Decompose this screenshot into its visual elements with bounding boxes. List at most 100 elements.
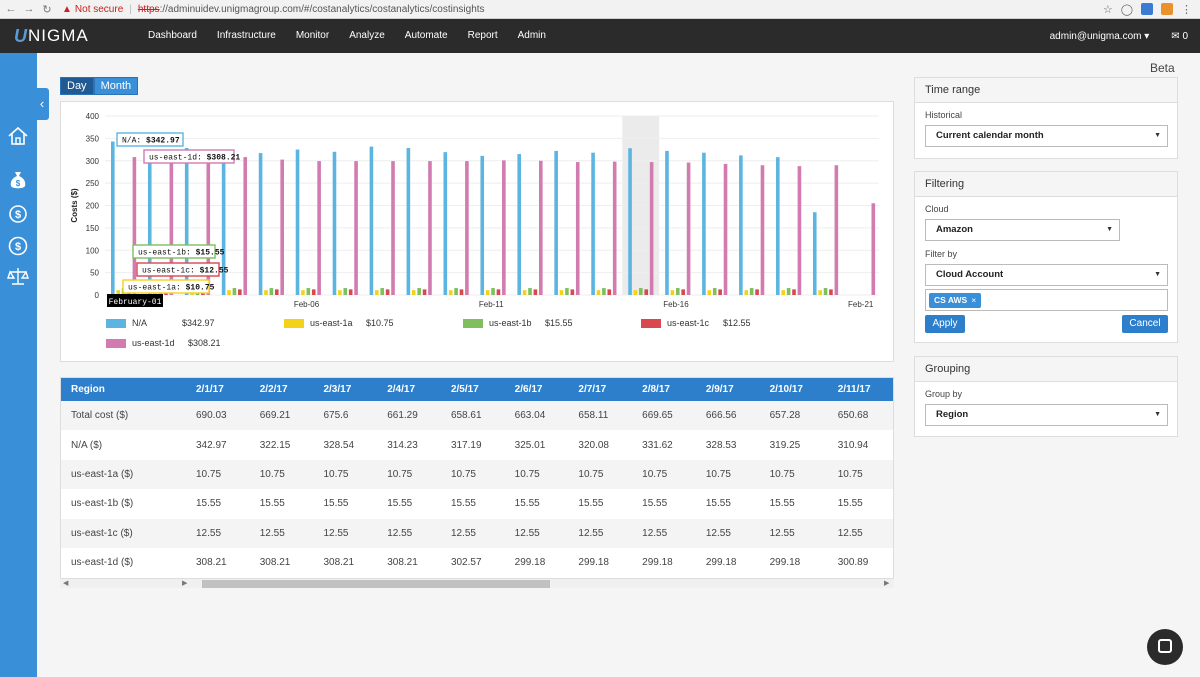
column-header[interactable]: 2/11/17 [827,378,893,401]
column-header[interactable]: 2/2/17 [249,378,314,401]
logo-text: NIGMA [28,26,89,45]
table-row[interactable]: us-east-1c ($) 12.55 12.55 12.55 12.55 12.55 1… [61,518,893,548]
table-row[interactable]: us-east-1b ($) 15.55 15.55 15.55 15.55 15.55 1… [61,489,893,518]
remove-tag-icon[interactable]: × [971,295,977,305]
scroll-right-icon[interactable]: ▶ [884,580,890,587]
table-cell: 10.75 [249,459,314,490]
filter-by-select[interactable]: Cloud Account ▼ [925,264,1168,286]
table-cell: 15.55 [323,498,349,510]
bar-us-east-1a [596,290,601,295]
bookmark-star-icon[interactable]: ☆ [1102,3,1113,16]
table-cell: 325.01 [514,439,546,451]
table-cell: 299.18 [642,557,673,569]
column-header[interactable]: 2/9/17 [695,378,760,401]
extension-icon[interactable] [1141,3,1153,15]
scroll-left-icon[interactable]: ◀ [63,580,69,587]
sidebar-collapse-toggle[interactable]: ‹ [35,88,49,120]
column-header[interactable]: Region [61,378,186,401]
mail-count: 0 [1182,30,1188,42]
reload-icon[interactable]: ↻ [42,3,52,16]
svg-text:$: $ [15,241,21,253]
bar-us-east-1a [559,290,564,295]
x-tick-label: Feb-21 [848,300,874,309]
table-cell: 10.75 [377,459,441,490]
table-row[interactable]: N/A ($) 342.97 322.15 328.54 314.23 317.19 325… [61,430,893,459]
table-row[interactable]: Total cost ($) 690.03 669.21 675.6 661.29 658… [61,401,893,431]
account-tag: CS AWS × [929,293,982,308]
month-button[interactable]: Month [93,77,139,95]
menu-analyze[interactable]: Analyze [349,30,385,41]
account-tag-input[interactable]: CS AWS × [925,289,1168,311]
svg-text:$: $ [15,209,21,221]
legend-item-us-east-1a[interactable]: us-east-1a $10.75 [284,318,394,328]
chat-button[interactable] [1147,629,1183,665]
address-bar[interactable]: ▲ Not secure | https ://adminuidev.unigm… [62,4,485,15]
user-menu[interactable]: admin@unigma.com ▾ [1049,30,1150,42]
menu-dashboard[interactable]: Dashboard [148,30,197,41]
menu-infrastructure[interactable]: Infrastructure [216,30,276,41]
group-by-select[interactable]: Region ▼ [925,404,1168,426]
bar-us-east-1a [375,290,379,295]
extension-circle-icon[interactable]: ◯ [1120,3,1133,16]
column-header[interactable]: 2/7/17 [568,378,633,401]
legend-name: us-east-1d [132,338,175,348]
column-header[interactable]: 2/10/17 [759,378,828,401]
back-icon[interactable]: ← [5,3,17,15]
cancel-button[interactable]: Cancel [1122,315,1168,333]
table-cell: 12.55 [249,518,314,548]
table-cell: 10.75 [632,459,696,490]
browser-menu-icon[interactable]: ⋮ [1181,3,1192,16]
chat-icon [1158,639,1172,653]
rss-extension-icon[interactable] [1161,3,1173,15]
legend-item-us-east-1b[interactable]: us-east-1b $15.55 [463,318,573,328]
view-toggle: Day Month [60,77,139,95]
y-axis-label: Costs ($) [70,188,79,223]
menu-admin[interactable]: Admin [517,30,546,41]
table-cell: 319.25 [769,439,801,451]
apply-button[interactable]: Apply [925,315,965,333]
table-horizontal-scrollbar[interactable]: ◀ ▶ ▶ [60,578,894,588]
scroll-right-small-icon[interactable]: ▶ [182,580,188,587]
column-header[interactable]: 2/5/17 [440,378,505,401]
column-header[interactable]: 2/4/17 [377,378,441,401]
y-tick-label: 150 [86,224,100,233]
column-header[interactable]: 2/6/17 [504,378,569,401]
table-cell: 12.55 [186,518,250,548]
column-header[interactable]: 2/3/17 [313,378,378,401]
dollar-circle-icon[interactable]: $ [7,235,29,257]
menu-automate[interactable]: Automate [404,30,448,41]
table-row[interactable]: us-east-1a ($) 10.75 10.75 10.75 10.75 10.75 1… [61,459,893,490]
row-label-cell: us-east-1d ($) [71,557,134,569]
url-protocol: https [137,3,160,15]
money-bag-icon[interactable]: $ [7,169,29,191]
legend-item-us-east-1c[interactable]: us-east-1c $12.55 [641,318,751,328]
caret-down-icon: ▼ [1154,411,1161,418]
bar-us-east-1d [465,161,469,295]
scrollbar-thumb[interactable] [202,580,550,588]
cloud-select[interactable]: Amazon ▼ [925,219,1120,241]
bar-us-east-1b [491,288,495,295]
column-header[interactable]: 2/8/17 [632,378,696,401]
balance-scale-icon[interactable] [7,265,29,287]
bar-us-east-1a [411,290,416,295]
legend-item-na[interactable]: N/A $342.97 [106,318,215,328]
bar-us-east-1d [612,161,617,295]
dollar-cycle-icon[interactable]: $ [7,203,29,225]
menu-report[interactable]: Report [467,30,498,41]
legend-item-us-east-1d[interactable]: us-east-1d $308.21 [106,338,221,348]
mail-button[interactable]: ✉ 0 [1171,31,1188,42]
unigma-logo[interactable]: U NIGMA [0,26,140,47]
home-icon[interactable] [7,125,29,147]
bar-n-a [665,150,669,295]
column-header[interactable]: 2/1/17 [186,378,250,401]
table-row[interactable]: us-east-1d ($) 308.21 308.21 308.21 308.21 30… [61,548,893,577]
bar-n-a [184,147,189,295]
historical-select[interactable]: Current calendar month ▼ [925,125,1168,147]
tooltip-box [136,262,220,277]
time-range-title: Time range [915,78,1177,103]
day-button[interactable]: Day [60,77,94,95]
top-navigation: U NIGMA Dashboard Infrastructure Monitor… [0,19,1200,53]
bar-n-a [480,155,485,295]
forward-icon[interactable]: → [23,3,35,15]
menu-monitor[interactable]: Monitor [295,30,330,41]
